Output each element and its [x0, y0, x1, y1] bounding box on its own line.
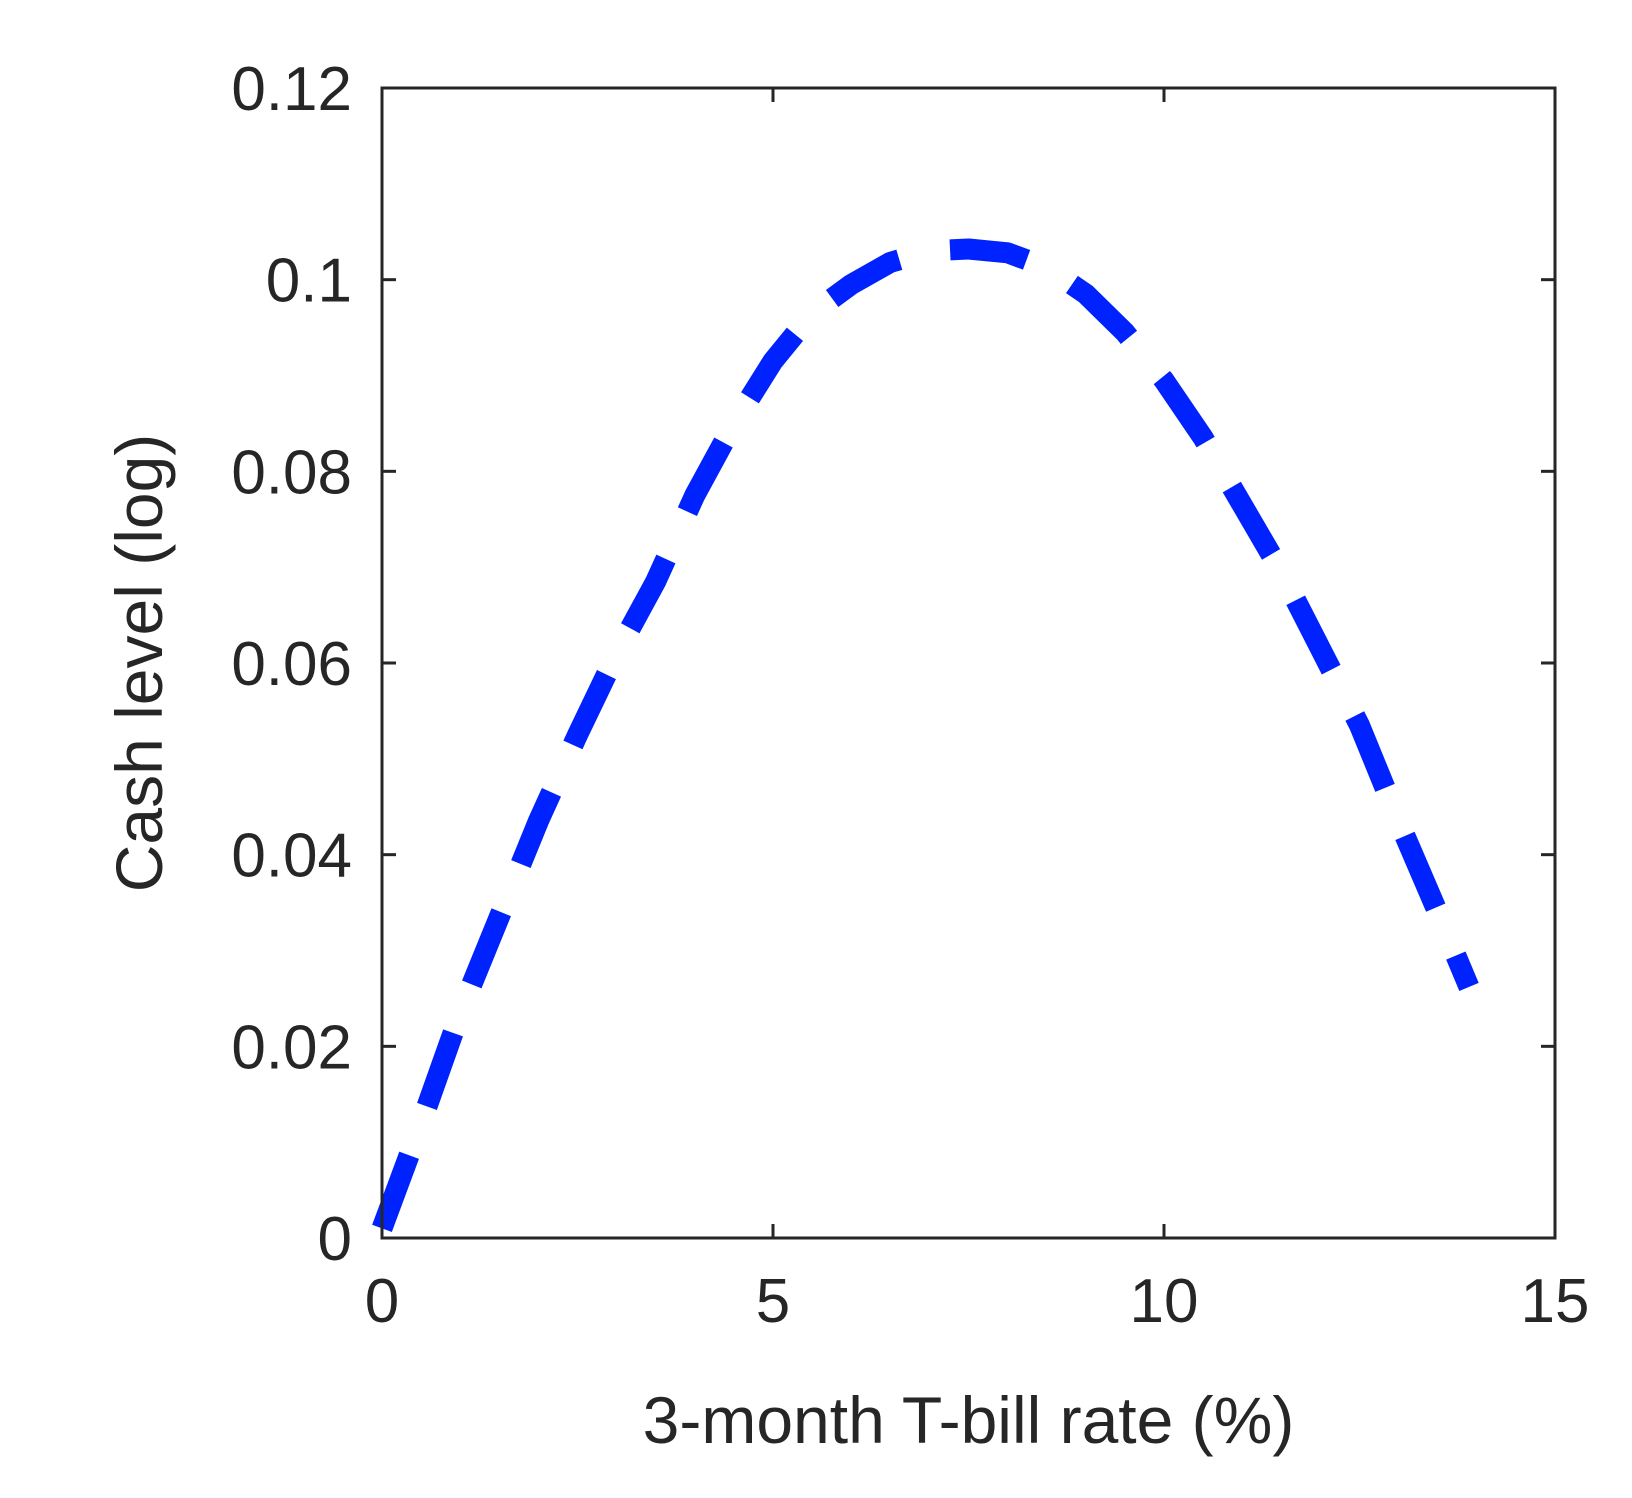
- plot-area: [382, 88, 1555, 1238]
- y-tick-label: 0: [318, 1205, 352, 1274]
- y-tick-label: 0.04: [231, 822, 352, 891]
- y-tick-label: 0.06: [231, 630, 352, 699]
- x-tick-label: 0: [365, 1267, 399, 1336]
- axes-box: [380, 86, 1557, 1240]
- y-tick-label: 0.12: [231, 55, 352, 124]
- y-tick-label: 0.08: [231, 438, 352, 507]
- y-tick-label: 0.02: [231, 1013, 352, 1082]
- y-axis-label: Cash level (log): [102, 434, 176, 893]
- x-tick-label: 15: [1521, 1267, 1590, 1336]
- tick-labels-group: 0 5 10 15 0 0.02 0.04 0.06 0.08 0.1 0.12: [231, 55, 1589, 1336]
- y-tick-label: 0.1: [266, 247, 352, 316]
- x-axis-label: 3-month T-bill rate (%): [643, 1383, 1295, 1457]
- plot-background: [382, 88, 1555, 1238]
- x-tick-label: 10: [1130, 1267, 1199, 1336]
- x-tick-label: 5: [756, 1267, 790, 1336]
